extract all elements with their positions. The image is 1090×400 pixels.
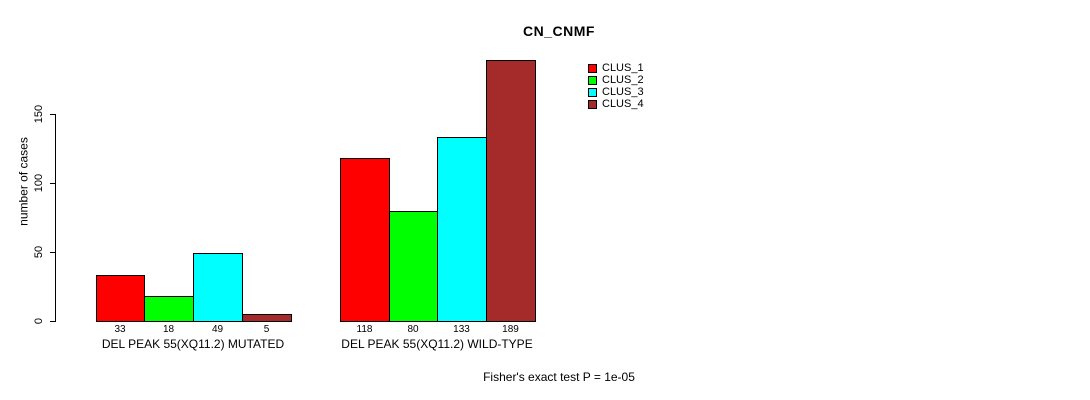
legend-label: CLUS_3	[602, 86, 644, 98]
y-tick-label: 50	[32, 245, 45, 259]
bar-value-label: 49	[211, 324, 224, 335]
y-axis-title: number of cases	[16, 137, 31, 226]
legend-item: CLUS_3	[588, 86, 644, 98]
legend: CLUS_1 CLUS_2 CLUS_3 CLUS_4	[588, 62, 644, 110]
legend-label: CLUS_4	[602, 98, 644, 110]
y-tick-label: 100	[32, 173, 45, 193]
legend-item: CLUS_1	[588, 62, 644, 74]
footer-annotation: Fisher's exact test P = 1e-05	[483, 370, 635, 384]
y-tick-mark	[50, 321, 55, 322]
chart-title: CN_CNMF	[523, 23, 595, 39]
legend-item: CLUS_2	[588, 74, 644, 86]
group-label: DEL PEAK 55(XQ11.2) MUTATED	[101, 337, 285, 351]
bar-value-label: 18	[162, 324, 175, 335]
bar	[340, 158, 390, 322]
legend-item: CLUS_4	[588, 98, 644, 110]
y-tick-label: 150	[32, 104, 45, 124]
group-label: DEL PEAK 55(XQ11.2) WILD-TYPE	[341, 337, 533, 351]
y-tick-mark	[50, 252, 55, 253]
bar	[96, 275, 145, 322]
bar-value-label: 33	[114, 324, 126, 335]
y-tick-label: 0	[32, 317, 45, 325]
bar-value-label: 5	[263, 324, 270, 335]
y-axis-line	[55, 114, 56, 322]
legend-label: CLUS_1	[602, 62, 644, 74]
bar	[437, 137, 487, 322]
bar	[193, 253, 243, 322]
bar-value-label: 133	[453, 324, 470, 335]
y-tick-mark	[50, 183, 55, 184]
bar	[389, 211, 438, 322]
legend-swatch	[588, 63, 597, 73]
bar-value-label: 80	[407, 324, 419, 335]
bar	[242, 314, 292, 322]
legend-swatch	[588, 87, 597, 97]
legend-label: CLUS_2	[602, 74, 644, 86]
bar	[144, 296, 194, 322]
bar	[486, 60, 536, 322]
bar-value-label: 189	[502, 324, 519, 335]
legend-swatch	[588, 75, 597, 85]
y-tick-mark	[50, 114, 55, 115]
bar-value-label: 118	[356, 324, 373, 335]
legend-swatch	[588, 99, 597, 109]
